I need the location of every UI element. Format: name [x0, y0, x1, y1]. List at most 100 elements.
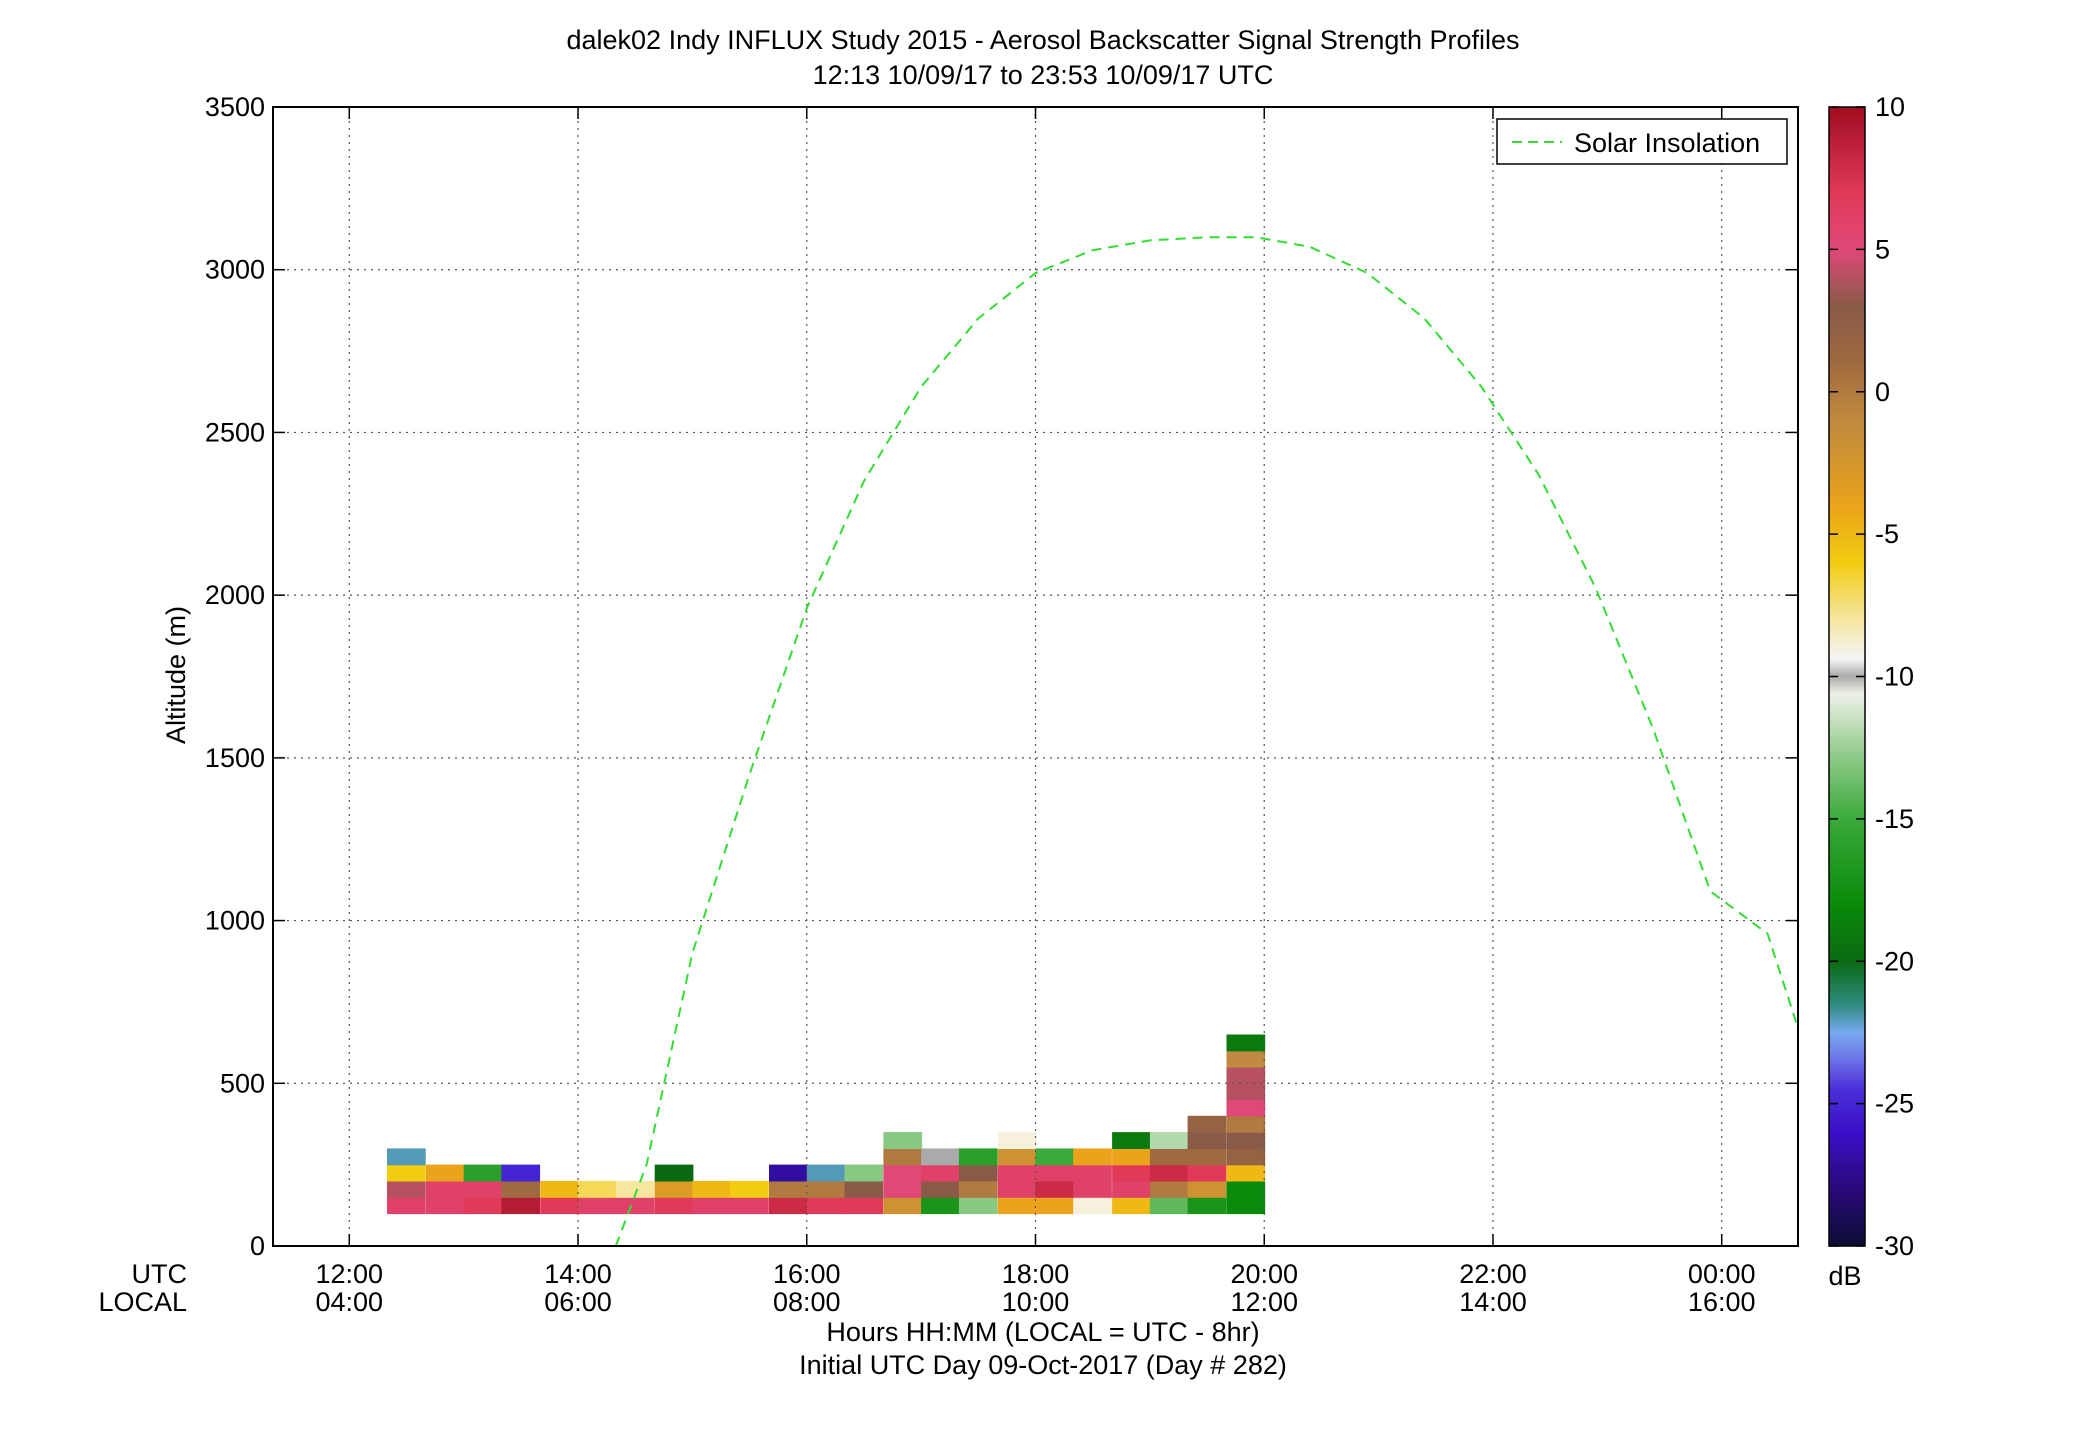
colorbar-tick-label: -5: [1875, 519, 1899, 549]
heatmap-cell: [1149, 1197, 1189, 1215]
gridlines: [273, 107, 1798, 1246]
heatmap-cell: [958, 1164, 998, 1182]
heatmap-cell: [425, 1180, 465, 1198]
colorbar-tick-label: -20: [1875, 946, 1914, 976]
heatmap-cell: [540, 1180, 579, 1198]
heatmap-cell: [1226, 1164, 1266, 1182]
heatmap-cell: [501, 1164, 541, 1182]
legend-box: [1496, 118, 1788, 165]
colorbar-ticks: 10 5 0 -5 -10 -15 -20 -25 -30: [1829, 92, 1914, 1261]
local-row-label: LOCAL: [98, 1287, 187, 1317]
x-tick-label-utc: 20:00: [1230, 1259, 1298, 1289]
heatmap-cell: [387, 1148, 426, 1166]
colorbar-tick-label: -25: [1875, 1089, 1914, 1119]
x-tick-label-utc: 12:00: [315, 1259, 383, 1289]
x-axis-ticks: 12:0004:0014:0006:0016:0008:0018:0010:00…: [315, 107, 1756, 1317]
heatmap-cell: [692, 1180, 732, 1198]
heatmap-cell: [1073, 1197, 1112, 1215]
heatmap-cell: [1187, 1197, 1227, 1215]
heatmap-cell: [463, 1180, 503, 1198]
heatmap-cell: [387, 1180, 426, 1198]
heatmap-cell: [540, 1197, 579, 1215]
heatmap-cell: [615, 1197, 655, 1215]
x-tick-label-local: 04:00: [315, 1287, 383, 1317]
heatmap-cell: [844, 1164, 884, 1182]
heatmap-cell: [654, 1164, 694, 1182]
legend: Solar Insolation: [1496, 118, 1788, 165]
heatmap-cell: [806, 1164, 846, 1182]
colorbar-tick-label: -30: [1875, 1231, 1914, 1261]
y-tick-label: 3000: [205, 255, 265, 285]
heatmap-cell: [844, 1180, 884, 1198]
heatmap-cell: [958, 1180, 998, 1198]
heatmap-cell: [463, 1197, 503, 1215]
y-tick-label: 2000: [205, 580, 265, 610]
x-tick-label-local: 12:00: [1230, 1287, 1298, 1317]
colorbar-tick-label: 0: [1875, 377, 1890, 407]
heatmap-cell: [1187, 1115, 1227, 1133]
heatmap-cell: [425, 1197, 465, 1215]
heatmap-cell: [883, 1132, 923, 1149]
heatmap-cell: [654, 1197, 694, 1215]
heatmap-cell: [1035, 1180, 1075, 1198]
y-tick-label: 0: [250, 1231, 265, 1261]
heatmap-cell: [1226, 1197, 1266, 1215]
heatmap-cell: [883, 1164, 923, 1182]
x-tick-label-utc: 14:00: [544, 1259, 612, 1289]
colorbar-tick-label: 10: [1875, 92, 1905, 122]
y-tick-label: 500: [220, 1068, 265, 1098]
heatmap-cell: [730, 1180, 769, 1198]
heatmap-cell: [997, 1197, 1037, 1215]
heatmap-cell: [806, 1180, 846, 1198]
heatmap-cell: [1035, 1164, 1075, 1182]
heatmap-cell: [578, 1197, 617, 1215]
chart-title: dalek02 Indy INFLUX Study 2015 - Aerosol…: [566, 25, 1519, 55]
heatmap-cell: [1112, 1164, 1151, 1182]
legend-solar-label: Solar Insolation: [1574, 128, 1760, 158]
heatmap-cell: [615, 1180, 655, 1198]
heatmap-cell: [997, 1148, 1037, 1166]
heatmap-cell: [1226, 1180, 1266, 1198]
heatmap-cell: [1112, 1197, 1151, 1215]
x-tick-label-utc: 00:00: [1688, 1259, 1756, 1289]
x-axis-sublabel: Initial UTC Day 09-Oct-2017 (Day # 282): [799, 1350, 1287, 1380]
heatmap-cell: [1073, 1148, 1112, 1166]
y-axis-label: Altitude (m): [161, 606, 191, 744]
heatmap-cell: [463, 1164, 503, 1182]
colorbar-tick-label: 5: [1875, 234, 1890, 264]
heatmap-cell: [883, 1180, 923, 1198]
heatmap-cell: [883, 1148, 923, 1166]
heatmap-cell: [997, 1164, 1037, 1182]
heatmap-cell: [578, 1180, 617, 1198]
x-tick-label-utc: 16:00: [773, 1259, 841, 1289]
y-tick-label: 3500: [205, 92, 265, 122]
heatmap-cell: [1149, 1180, 1189, 1198]
x-axis-label: Hours HH:MM (LOCAL = UTC - 8hr): [826, 1317, 1259, 1347]
heatmap-cell: [387, 1197, 426, 1215]
y-tick-label: 2500: [205, 417, 265, 447]
heatmap-cell: [425, 1164, 465, 1182]
y-tick-label: 1000: [205, 906, 265, 936]
chart-subtitle: 12:13 10/09/17 to 23:53 10/09/17 UTC: [813, 60, 1274, 90]
plot-background: [273, 107, 1798, 1246]
heatmap-cell: [921, 1197, 960, 1215]
y-axis-ticks: 0 500 1000 1500 2000 2500 3000 3500: [205, 92, 1798, 1261]
heatmap-cell: [1149, 1164, 1189, 1182]
x-tick-label-local: 10:00: [1002, 1287, 1070, 1317]
heatmap-cell: [1112, 1148, 1151, 1166]
heatmap-cell: [654, 1180, 694, 1198]
heatmap-cell: [1187, 1148, 1227, 1166]
heatmap-cell: [1187, 1180, 1227, 1198]
heatmap-cell: [997, 1132, 1037, 1149]
heatmap-cell: [883, 1197, 923, 1215]
colorbar: 10 5 0 -5 -10 -15 -20 -25 -30 dB: [1828, 92, 1914, 1291]
utc-row-label: UTC: [132, 1259, 188, 1289]
heatmap-cell: [806, 1197, 846, 1215]
heatmap-cell: [1187, 1164, 1227, 1182]
heatmap-cells: [387, 1034, 1266, 1215]
heatmap-cell: [1073, 1164, 1112, 1182]
heatmap-cell: [1149, 1132, 1189, 1149]
heatmap-cell: [1226, 1034, 1266, 1052]
